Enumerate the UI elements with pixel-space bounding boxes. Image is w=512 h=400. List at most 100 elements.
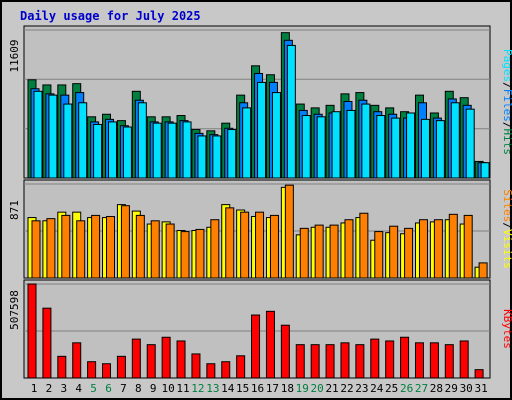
legend-entry: / [501,222,512,229]
x-tick-label-day-19: 19 [296,382,309,395]
x-tick-label-day-25: 25 [385,382,398,395]
x-tick-label-day-17: 17 [266,382,279,395]
x-tick-label-day-30: 30 [460,382,473,395]
bar-pages-day-2 [48,94,58,179]
bar-sites-day-14 [225,207,235,279]
legend-visits-sites: Sites/Visits [501,189,512,269]
x-tick-label-day-22: 22 [340,382,353,395]
x-tick-label-day-29: 29 [445,382,458,395]
x-tick-label-day-15: 15 [236,382,249,395]
bar-sites-day-9 [150,220,160,279]
legend-entry: / [501,82,512,89]
bar-pages-day-24 [376,115,386,179]
bar-sites-day-29 [448,213,458,279]
x-tick-label-day-9: 9 [150,382,157,395]
bar-pages-day-28 [435,120,445,179]
bar-kbytes-day-5 [87,361,97,379]
bar-sites-day-30 [463,214,473,279]
bar-pages-day-12 [197,135,207,179]
bar-kbytes-day-29 [444,344,454,379]
x-tick-label-day-13: 13 [206,382,219,395]
x-tick-label-day-20: 20 [311,382,324,395]
x-tick-label-day-23: 23 [355,382,368,395]
bar-pages-day-22 [346,109,356,179]
chart-title: Daily usage for July 2025 [20,9,201,23]
bar-sites-day-5 [91,214,101,279]
bar-kbytes-day-2 [42,307,52,379]
bar-sites-day-3 [61,214,71,279]
bar-kbytes-day-30 [459,340,469,379]
bar-sites-day-27 [418,219,428,279]
bar-kbytes-day-24 [370,338,380,379]
bar-pages-day-10 [167,122,177,179]
legend-entry: Sites [501,189,512,222]
bar-kbytes-day-7 [116,355,126,379]
bar-sites-day-17 [269,214,279,279]
bar-pages-day-16 [257,81,267,179]
x-tick-label-day-2: 2 [46,382,53,395]
bar-pages-day-21 [331,111,341,179]
x-tick-label-day-5: 5 [90,382,97,395]
bar-pages-day-8 [137,102,147,179]
bar-kbytes-day-13 [206,363,216,379]
bar-pages-day-17 [271,92,281,179]
bar-pages-day-25 [391,117,401,179]
bar-sites-day-10 [165,223,175,279]
bar-sites-day-1 [31,220,41,279]
x-tick-label-day-18: 18 [281,382,294,395]
x-tick-label-day-27: 27 [415,382,428,395]
bar-sites-day-20 [314,224,324,279]
bar-kbytes-day-1 [27,283,37,379]
bar-sites-day-15 [240,211,250,279]
bar-kbytes-day-9 [146,344,156,379]
bar-kbytes-day-22 [340,342,350,379]
bar-pages-day-31 [480,162,490,179]
bar-kbytes-day-4 [72,342,82,379]
bar-sites-day-23 [359,212,369,279]
bar-pages-day-4 [78,102,88,179]
y-max-label-visits-sites: 871 [8,200,21,220]
bar-kbytes-day-20 [310,344,320,379]
bar-sites-day-24 [374,231,384,279]
bar-sites-day-11 [180,231,190,279]
bar-kbytes-day-6 [102,363,112,379]
bar-kbytes-day-23 [355,344,365,379]
x-tick-label-day-28: 28 [430,382,443,395]
bar-kbytes-day-31 [474,369,484,379]
legend-entry: Pages [501,49,512,82]
bar-pages-day-18 [286,44,296,179]
bar-kbytes-day-16 [251,314,261,379]
x-tick-label-day-16: 16 [251,382,264,395]
x-tick-label-day-7: 7 [120,382,127,395]
bar-kbytes-day-27 [414,342,424,379]
bar-pages-day-1 [33,90,43,179]
bar-pages-day-11 [182,121,192,179]
x-tick-label-day-12: 12 [191,382,204,395]
bar-sites-day-7 [120,205,130,279]
bar-sites-day-31 [478,262,488,279]
bar-pages-day-20 [316,116,326,179]
bar-pages-day-13 [212,135,222,179]
bar-pages-day-23 [361,103,371,179]
bar-kbytes-day-26 [400,336,410,379]
x-tick-label-day-26: 26 [400,382,413,395]
bar-sites-day-16 [255,211,265,279]
x-tick-label-day-21: 21 [325,382,338,395]
bar-pages-day-6 [108,121,118,179]
bar-kbytes-day-14 [221,361,231,379]
bar-sites-day-25 [389,225,399,279]
x-tick-label-day-24: 24 [370,382,384,395]
bar-sites-day-28 [433,219,443,279]
bar-kbytes-day-12 [191,353,201,379]
bar-kbytes-day-25 [385,340,395,379]
bar-sites-day-26 [404,227,414,279]
legend-kbytes: KBytes [501,309,512,349]
bar-kbytes-day-21 [325,344,335,379]
x-tick-label-day-6: 6 [105,382,112,395]
x-tick-label-day-3: 3 [60,382,67,395]
y-max-label-kbytes: 507598 [8,290,21,330]
bar-sites-day-19 [299,227,309,279]
bar-sites-day-12 [195,228,205,279]
bar-pages-day-9 [152,122,162,179]
